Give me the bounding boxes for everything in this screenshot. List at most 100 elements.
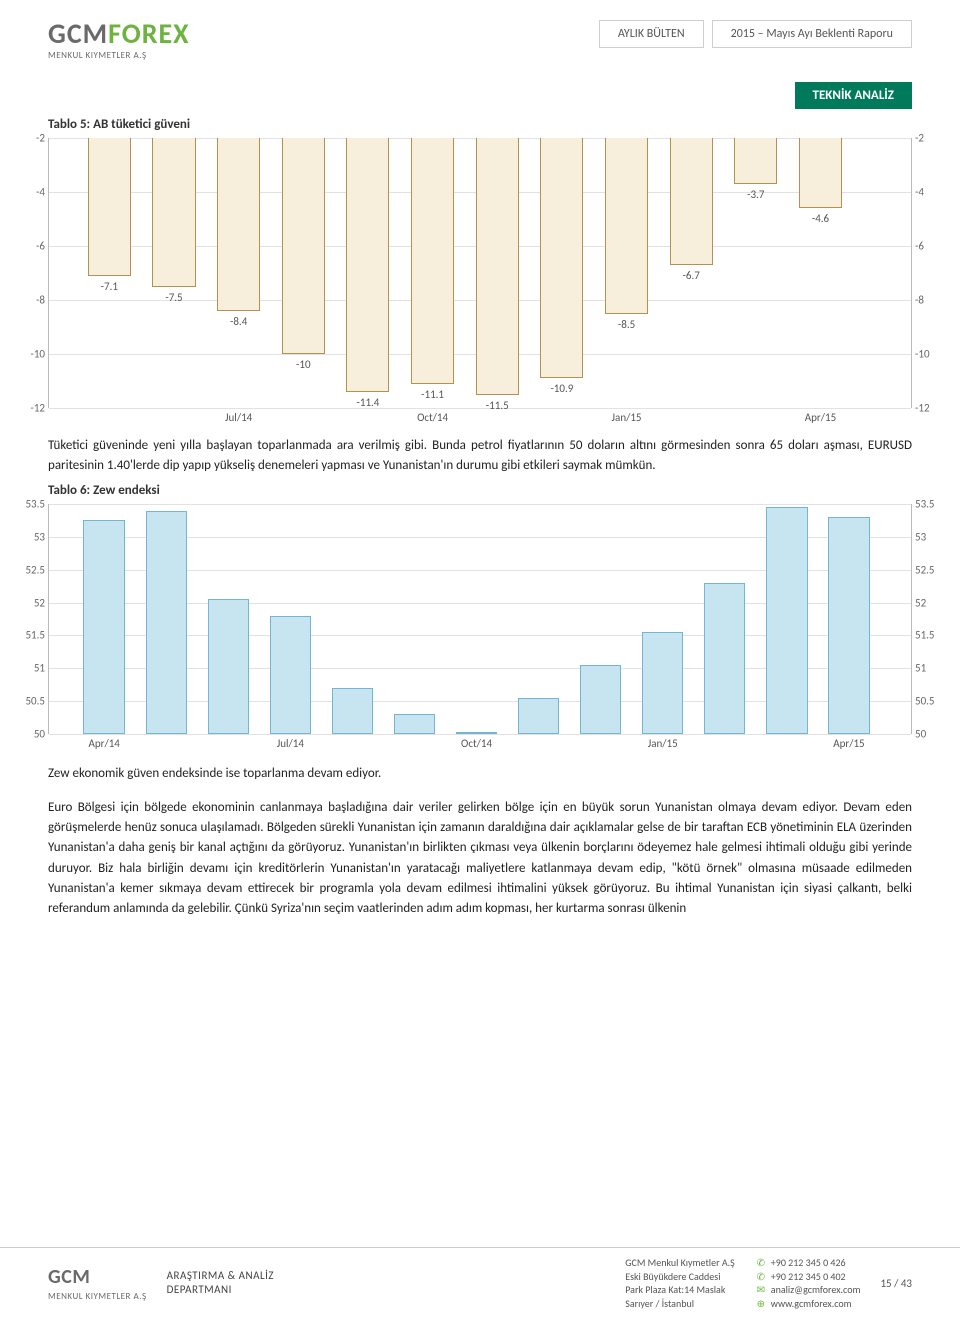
y-tick-right: 50.5	[915, 695, 937, 708]
page-header: GCMFOREX MENKUL KIYMETLER A.Ş AYLIK BÜLT…	[48, 20, 912, 70]
footer-addr-3: Park Plaza Kat:14 Maslak	[625, 1283, 735, 1297]
y-tick-left: -2	[23, 132, 45, 145]
chart1-bar	[734, 138, 777, 184]
y-tick-left: 51	[23, 662, 45, 675]
logo: GCMFOREX MENKUL KIYMETLER A.Ş	[48, 20, 190, 61]
globe-icon: ⊕	[755, 1297, 767, 1311]
y-tick-left: -10	[23, 348, 45, 361]
y-tick-left: -6	[23, 240, 45, 253]
y-tick-left: 52	[23, 596, 45, 609]
chart1-bar-label: -7.1	[101, 280, 118, 293]
chart2-bar	[208, 599, 249, 734]
y-tick-left: 50	[23, 728, 45, 741]
chart1-bar	[411, 138, 454, 384]
chart1-bar	[605, 138, 648, 314]
chart1-x-tick: Jan/15	[612, 411, 642, 424]
chart1-bar-label: -8.5	[618, 318, 635, 331]
chart1-bar	[282, 138, 325, 354]
y-tick-right: 52.5	[915, 563, 937, 576]
paragraph-2a: Zew ekonomik güven endeksinde ise toparl…	[48, 764, 912, 784]
y-tick-right: 50	[915, 728, 937, 741]
chart2-bar	[146, 511, 187, 734]
y-tick-right: -8	[915, 294, 937, 307]
footer-web: www.gcmforex.com	[771, 1297, 852, 1311]
y-tick-right: -6	[915, 240, 937, 253]
chart1-bar	[346, 138, 389, 392]
paragraph-1: Tüketici güveninde yeni yılla başlayan t…	[48, 436, 912, 475]
chart2-bar	[332, 688, 373, 734]
header-tabs: AYLIK BÜLTEN 2015 – Mayıs Ayı Beklenti R…	[599, 20, 912, 48]
y-tick-right: -12	[915, 402, 937, 415]
section-badge: TEKNİK ANALİZ	[795, 82, 912, 109]
chart1-bar	[799, 138, 842, 208]
chart2-x-tick: Apr/15	[833, 737, 864, 750]
chart2-bar	[828, 517, 869, 734]
table5-title: Tablo 5: AB tüketici güveni	[48, 117, 912, 132]
chart2-x-tick: Jul/14	[277, 737, 304, 750]
y-tick-right: -4	[915, 186, 937, 199]
chart2-bar	[83, 520, 124, 734]
chart1-bar-label: -11.4	[357, 396, 380, 409]
chart2-bar	[394, 714, 435, 734]
chart1-bar-label: -8.4	[230, 315, 247, 328]
y-tick-right: 53	[915, 530, 937, 543]
chart1-x-tick: Jul/14	[225, 411, 252, 424]
footer-dept-2: DEPARTMANI	[167, 1283, 606, 1297]
chart1-bar-label: -10	[296, 358, 311, 371]
chart2-x-tick: Jan/15	[648, 737, 678, 750]
y-tick-left: 53.5	[23, 498, 45, 511]
paragraph-2b: Euro Bölgesi için bölgede ekonominin can…	[48, 798, 912, 919]
footer-logo-sub: MENKUL KIYMETLER A.Ş	[48, 1291, 147, 1302]
chart1-bar	[476, 138, 519, 395]
chart1-x-tick: Apr/15	[805, 411, 836, 424]
table6-title: Tablo 6: Zew endeksi	[48, 483, 912, 498]
footer-dept-1: ARAŞTIRMA & ANALİZ	[167, 1269, 606, 1283]
tab-bulletin: AYLIK BÜLTEN	[599, 20, 704, 48]
logo-subtext: MENKUL KIYMETLER A.Ş	[48, 50, 190, 61]
chart2-bar	[456, 732, 497, 734]
y-tick-right: 53.5	[915, 498, 937, 511]
chart2-bar	[580, 665, 621, 734]
page-footer: GCM MENKUL KIYMETLER A.Ş ARAŞTIRMA & ANA…	[0, 1247, 960, 1320]
y-tick-left: 52.5	[23, 563, 45, 576]
y-tick-right: 52	[915, 596, 937, 609]
chart1-bar-label: -4.6	[812, 212, 829, 225]
y-tick-left: 53	[23, 530, 45, 543]
chart2-bar	[518, 698, 559, 734]
logo-text-a: GCM	[48, 16, 108, 51]
y-tick-left: -8	[23, 294, 45, 307]
chart2-bar	[704, 583, 745, 734]
chart1-bar-label: -10.9	[550, 382, 573, 395]
chart2-x-tick: Apr/14	[88, 737, 119, 750]
chart1-bar	[152, 138, 195, 287]
footer-phone-2: +90 212 345 0 402	[771, 1270, 846, 1284]
chart1-bar	[670, 138, 713, 265]
chart1-bar	[88, 138, 131, 276]
chart2-bar	[270, 616, 311, 734]
footer-email: analiz@gcmforex.com	[771, 1283, 861, 1297]
logo-text-b: FOREX	[108, 16, 189, 51]
y-tick-left: -12	[23, 402, 45, 415]
chart1-bar	[217, 138, 260, 311]
chart-consumer-confidence: -2-2-4-4-6-6-8-8-10-10-12-12-7.1-7.5-8.4…	[48, 138, 912, 408]
y-tick-right: -2	[915, 132, 937, 145]
chart1-x-tick: Oct/14	[417, 411, 448, 424]
y-tick-left: -4	[23, 186, 45, 199]
y-tick-right: 51.5	[915, 629, 937, 642]
fax-icon: ✆	[755, 1270, 767, 1284]
phone-icon: ✆	[755, 1256, 767, 1270]
tab-report-title: 2015 – Mayıs Ayı Beklenti Raporu	[712, 20, 912, 48]
chart1-bar-label: -7.5	[165, 291, 182, 304]
chart1-bar-label: -6.7	[683, 269, 700, 282]
chart2-x-tick: Oct/14	[461, 737, 492, 750]
y-tick-left: 51.5	[23, 629, 45, 642]
chart2-bar	[642, 632, 683, 734]
chart1-bar-label: -11.5	[486, 399, 509, 412]
footer-addr-2: Eski Büyükdere Caddesi	[625, 1270, 735, 1284]
chart2-bar	[766, 507, 807, 734]
chart1-bar	[540, 138, 583, 378]
page-number: 15 / 43	[880, 1277, 912, 1290]
footer-addr-4: Sarıyer / İstanbul	[625, 1297, 735, 1311]
footer-addr-1: GCM Menkul Kıymetler A.Ş	[625, 1256, 735, 1270]
mail-icon: ✉	[755, 1283, 767, 1297]
